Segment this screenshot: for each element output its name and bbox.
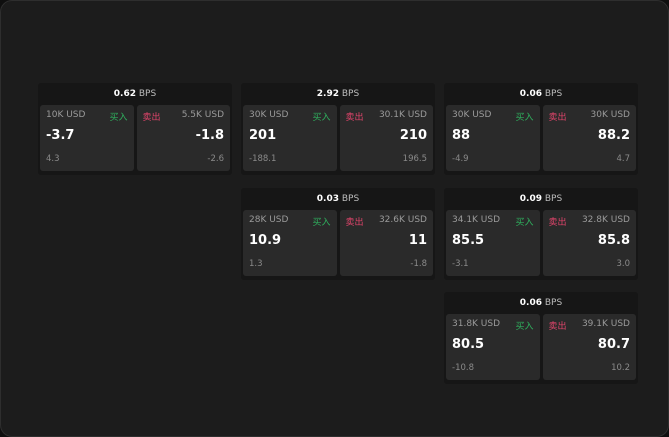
sell-price: 210 (399, 128, 427, 143)
buy-price: 201 (249, 128, 277, 143)
buy-price: 85.5 (452, 233, 485, 248)
sell-price: 11 (408, 233, 427, 248)
quote-card: 0.03 BPS 28K USD 买入 10.9 1.3 卖出 32.6K USD … (241, 188, 435, 280)
sell-label: 卖出 (345, 113, 364, 123)
buy-label: 买入 (109, 113, 128, 123)
spread-value: 0.09 (519, 194, 542, 204)
buy-change: 4.3 (46, 154, 60, 164)
buy-button[interactable]: 30K USD 买入 88 -4.9 (446, 105, 540, 171)
sell-size: 32.6K USD (378, 215, 427, 225)
buy-size: 34.1K USD (452, 215, 501, 225)
sell-size: 30.1K USD (378, 110, 427, 120)
sell-price: 85.8 (597, 233, 630, 248)
spread-unit: BPS (544, 89, 563, 99)
sell-label: 卖出 (548, 113, 567, 123)
buy-size: 30K USD (249, 110, 289, 120)
buy-button[interactable]: 34.1K USD 买入 85.5 -3.1 (446, 210, 540, 276)
buy-size: 30K USD (452, 110, 492, 120)
spread-header: 0.09 BPS (444, 188, 638, 210)
spread-header: 2.92 BPS (241, 83, 435, 105)
buy-change: 1.3 (249, 259, 263, 269)
spread-unit: BPS (544, 298, 563, 308)
buy-price: 88 (452, 128, 471, 143)
sell-change: 3.0 (616, 259, 630, 269)
sell-button[interactable]: 卖出 39.1K USD 80.7 10.2 (542, 314, 636, 380)
buy-size: 28K USD (249, 215, 289, 225)
quote-card: 0.62 BPS 10K USD 买入 -3.7 4.3 卖出 5.5K USD -… (38, 83, 232, 175)
buy-button[interactable]: 30K USD 买入 201 -188.1 (243, 105, 337, 171)
spread-unit: BPS (341, 89, 360, 99)
buy-button[interactable]: 31.8K USD 买入 80.5 -10.8 (446, 314, 540, 380)
spread-value: 0.03 (316, 194, 339, 204)
sell-button[interactable]: 卖出 30K USD 88.2 4.7 (542, 105, 636, 171)
buy-price: 10.9 (249, 233, 282, 248)
buy-label: 买入 (312, 113, 331, 123)
sell-label: 卖出 (142, 113, 161, 123)
buy-size: 10K USD (46, 110, 86, 120)
sell-change: 196.5 (402, 154, 427, 164)
buy-size: 31.8K USD (452, 319, 501, 329)
spread-header: 0.06 BPS (444, 292, 638, 314)
spread-value: 2.92 (316, 89, 339, 99)
spread-unit: BPS (544, 194, 563, 204)
quote-card: 0.06 BPS 31.8K USD 买入 80.5 -10.8 卖出 39.1K … (444, 292, 638, 384)
sell-button[interactable]: 卖出 5.5K USD -1.8 -2.6 (136, 105, 230, 171)
buy-button[interactable]: 28K USD 买入 10.9 1.3 (243, 210, 337, 276)
buy-price: -3.7 (46, 128, 75, 143)
sell-price: -1.8 (195, 128, 224, 143)
buy-change: -10.8 (452, 363, 474, 373)
buy-price: 80.5 (452, 337, 485, 352)
buy-change: -3.1 (452, 259, 469, 269)
sell-size: 30K USD (590, 110, 630, 120)
sell-change: 4.7 (616, 154, 630, 164)
sell-button[interactable]: 卖出 32.6K USD 11 -1.8 (339, 210, 433, 276)
spread-unit: BPS (341, 194, 360, 204)
sell-change: -1.8 (410, 259, 427, 269)
sell-change: 10.2 (611, 363, 630, 373)
sell-price: 80.7 (597, 337, 630, 352)
sell-label: 卖出 (345, 218, 364, 228)
spread-header: 0.62 BPS (38, 83, 232, 105)
quote-card: 2.92 BPS 30K USD 买入 201 -188.1 卖出 30.1K US… (241, 83, 435, 175)
buy-button[interactable]: 10K USD 买入 -3.7 4.3 (40, 105, 134, 171)
spread-value: 0.06 (519, 89, 542, 99)
sell-button[interactable]: 卖出 30.1K USD 210 196.5 (339, 105, 433, 171)
spread-value: 0.62 (113, 89, 136, 99)
sell-size: 32.8K USD (581, 215, 630, 225)
spread-value: 0.06 (519, 298, 542, 308)
buy-label: 买入 (515, 322, 534, 332)
spread-unit: BPS (138, 89, 157, 99)
sell-button[interactable]: 卖出 32.8K USD 85.8 3.0 (542, 210, 636, 276)
buy-change: -4.9 (452, 154, 469, 164)
sell-size: 39.1K USD (581, 319, 630, 329)
sell-size: 5.5K USD (181, 110, 224, 120)
buy-label: 买入 (312, 218, 331, 228)
sell-change: -2.6 (207, 154, 224, 164)
spread-header: 0.03 BPS (241, 188, 435, 210)
quote-card: 0.09 BPS 34.1K USD 买入 85.5 -3.1 卖出 32.8K U… (444, 188, 638, 280)
buy-label: 买入 (515, 218, 534, 228)
sell-label: 卖出 (548, 218, 567, 228)
buy-change: -188.1 (249, 154, 277, 164)
sell-label: 卖出 (548, 322, 567, 332)
spread-header: 0.06 BPS (444, 83, 638, 105)
buy-label: 买入 (515, 113, 534, 123)
sell-price: 88.2 (597, 128, 630, 143)
quote-card: 0.06 BPS 30K USD 买入 88 -4.9 卖出 30K USD 88.… (444, 83, 638, 175)
